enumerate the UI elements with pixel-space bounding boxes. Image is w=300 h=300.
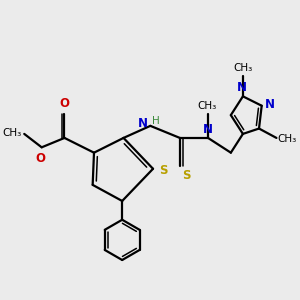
Text: S: S bbox=[159, 164, 167, 177]
Text: CH₃: CH₃ bbox=[233, 63, 253, 73]
Text: O: O bbox=[59, 97, 70, 110]
Text: CH₃: CH₃ bbox=[278, 134, 297, 144]
Text: N: N bbox=[237, 81, 247, 94]
Text: N: N bbox=[203, 123, 213, 136]
Text: CH₃: CH₃ bbox=[197, 101, 216, 111]
Text: H: H bbox=[152, 116, 160, 126]
Text: S: S bbox=[182, 169, 190, 182]
Text: CH₃: CH₃ bbox=[3, 128, 22, 138]
Text: N: N bbox=[265, 98, 275, 111]
Text: N: N bbox=[138, 117, 148, 130]
Text: O: O bbox=[35, 152, 45, 165]
